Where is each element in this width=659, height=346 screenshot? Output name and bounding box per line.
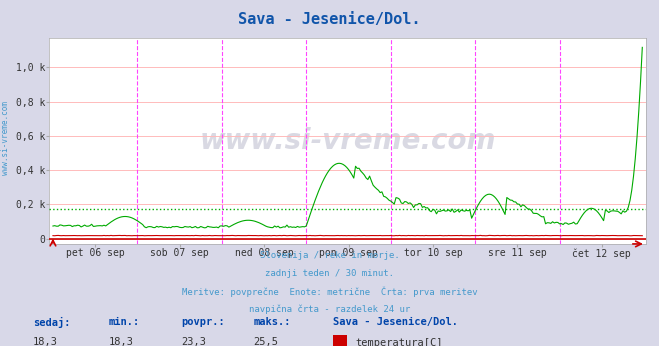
Text: www.si-vreme.com: www.si-vreme.com xyxy=(200,127,496,155)
Text: maks.:: maks.: xyxy=(254,317,291,327)
Text: 18,3: 18,3 xyxy=(109,337,134,346)
Text: 18,3: 18,3 xyxy=(33,337,58,346)
Text: Sava - Jesenice/Dol.: Sava - Jesenice/Dol. xyxy=(333,317,458,327)
Text: navpična črta - razdelek 24 ur: navpična črta - razdelek 24 ur xyxy=(249,305,410,314)
Text: 25,5: 25,5 xyxy=(254,337,279,346)
Text: min.:: min.: xyxy=(109,317,140,327)
Text: Slovenija / reke in morje.: Slovenija / reke in morje. xyxy=(260,251,399,260)
Text: sedaj:: sedaj: xyxy=(33,317,71,328)
Text: Meritve: povprečne  Enote: metrične  Črta: prva meritev: Meritve: povprečne Enote: metrične Črta:… xyxy=(182,287,477,297)
Text: temperatura[C]: temperatura[C] xyxy=(355,338,443,346)
Text: povpr.:: povpr.: xyxy=(181,317,225,327)
Text: 23,3: 23,3 xyxy=(181,337,206,346)
Text: zadnji teden / 30 minut.: zadnji teden / 30 minut. xyxy=(265,269,394,278)
Text: Sava - Jesenice/Dol.: Sava - Jesenice/Dol. xyxy=(239,12,420,27)
Text: www.si-vreme.com: www.si-vreme.com xyxy=(1,101,10,175)
